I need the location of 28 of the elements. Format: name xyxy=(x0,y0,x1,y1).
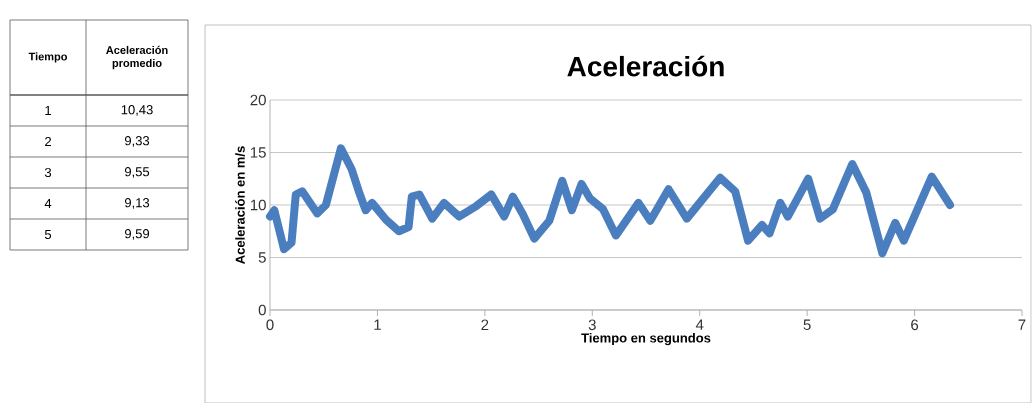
x-tick-label: 2 xyxy=(481,319,489,330)
x-tick-label: 5 xyxy=(803,319,811,330)
y-axis-title: Aceleración en m/s xyxy=(235,146,245,264)
text: 4 xyxy=(44,199,52,208)
x-tick-label: 4 xyxy=(695,319,704,330)
x-axis-title: Tiempo en segundos xyxy=(581,333,711,346)
chart-title: Aceleración xyxy=(567,55,724,77)
text: 9,59 xyxy=(124,229,150,240)
y-tick-label: 5 xyxy=(258,252,266,263)
y-tick-label: 20 xyxy=(250,94,266,106)
text: 1 xyxy=(45,106,51,115)
x-tick-label: 6 xyxy=(911,319,919,331)
text: 9,13 xyxy=(124,198,150,209)
text: 2 xyxy=(45,136,51,147)
text: Aceleración promedio xyxy=(106,45,168,70)
x-tick-label: 1 xyxy=(374,319,381,330)
text: 3 xyxy=(44,167,52,178)
y-tick-label: 0 xyxy=(258,304,266,316)
text: 10,43 xyxy=(121,105,153,116)
x-tick-label: 0 xyxy=(266,319,274,331)
text: Tiempo xyxy=(28,52,68,63)
y-tick-label: 10 xyxy=(250,199,266,211)
text: 9,33 xyxy=(124,136,150,147)
x-tick-label: 7 xyxy=(1018,319,1026,330)
text: 5 xyxy=(44,229,52,240)
y-tick-label: 15 xyxy=(250,147,266,158)
text: 9,55 xyxy=(124,167,150,178)
x-tick-label: 3 xyxy=(588,319,596,331)
